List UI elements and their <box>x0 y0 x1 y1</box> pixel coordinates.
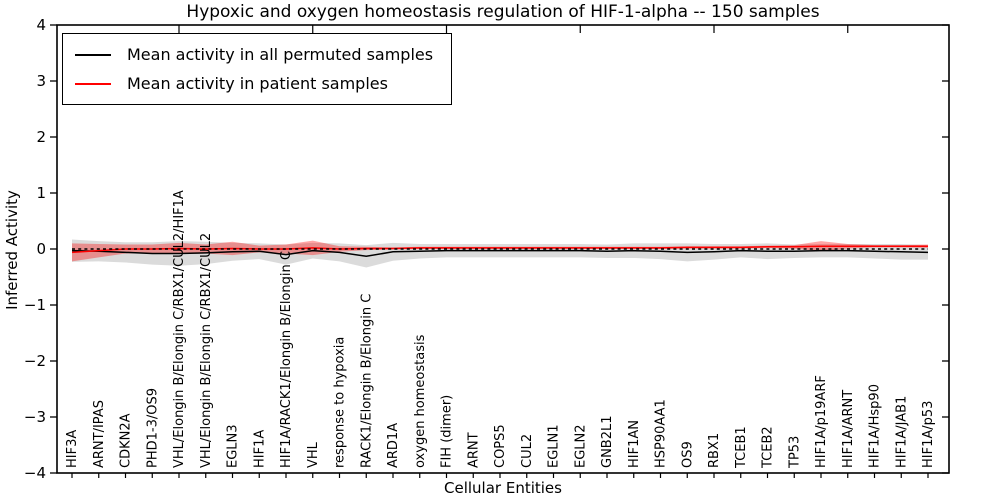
x-tick-label: HSP90AA1 <box>654 399 669 468</box>
y-tick-label: −3 <box>24 408 46 426</box>
legend-label: Mean activity in all permuted samples <box>127 45 434 64</box>
x-tick-label: HIF3A <box>65 430 80 468</box>
std-band-patient <box>72 240 928 262</box>
x-tick-label: GNB2L1 <box>600 415 615 468</box>
x-axis-label: Cellular Entities <box>444 479 562 497</box>
x-tick-label: OS9 <box>680 441 695 468</box>
x-tick-label: VHL/Elongin B/Elongin C/RBX1/CUL2/HIF1A <box>172 190 187 468</box>
x-tick-label: oxygen homeostasis <box>413 334 428 468</box>
y-tick-label: 1 <box>36 184 46 202</box>
x-tick-label: ARNT/IPAS <box>92 400 107 468</box>
x-tick-label: response to hypoxia <box>333 337 348 468</box>
x-tick-label: PHD1-3/OS9 <box>145 388 160 468</box>
x-tick-label: CUL2 <box>520 434 535 468</box>
legend-label: Mean activity in patient samples <box>127 74 388 93</box>
y-tick-label: 4 <box>36 16 46 34</box>
mean-line-permuted <box>71 249 929 258</box>
x-tick-label: EGLN2 <box>573 424 588 468</box>
chart-title: Hypoxic and oxygen homeostasis regulatio… <box>186 2 820 22</box>
x-tick-label: HIF1A/ARNT <box>841 390 856 468</box>
y-axis-label: Inferred Activity <box>3 190 21 310</box>
x-tick-label: HIF1A/JAB1 <box>894 396 909 468</box>
x-tick-label: VHL <box>306 441 321 468</box>
x-tick-label: RBX1 <box>707 433 722 468</box>
axes-frame <box>56 24 950 474</box>
x-tick-label: RACK1/Elongin B/Elongin C <box>359 294 374 468</box>
std-band-permuted <box>72 239 928 268</box>
x-tick-label: EGLN3 <box>226 424 241 468</box>
y-tick-label: 3 <box>36 72 46 90</box>
x-tick-label: CDKN2A <box>119 413 134 468</box>
legend: Mean activity in all permuted samples Me… <box>62 33 453 105</box>
y-tick-label: −1 <box>24 296 46 314</box>
x-tick-label: HIF1A/RACK1/Elongin B/Elongin C <box>279 251 294 468</box>
x-tick-label: ARNT <box>466 432 481 468</box>
x-tick-label: HIF1A/p53 <box>921 401 936 468</box>
y-tick-label: 2 <box>36 128 46 146</box>
x-tick-label: EGLN1 <box>547 424 562 468</box>
x-tick-label: HIF1AN <box>627 420 642 468</box>
y-tick-label: 0 <box>36 240 46 258</box>
x-tick-label: ARD1A <box>386 423 401 468</box>
x-tick-label: TCEB2 <box>761 426 776 469</box>
x-tick-label: COPS5 <box>493 424 508 468</box>
legend-line-sample-black <box>75 53 111 56</box>
legend-entry-permuted: Mean activity in all permuted samples <box>75 40 437 69</box>
x-tick-label: VHL/Elongin B/Elongin C/RBX1/CUL2 <box>199 233 214 468</box>
y-tick-label: −2 <box>24 352 46 370</box>
x-tick-label: FIH (dimer) <box>440 395 455 468</box>
x-tick-label: TP53 <box>787 436 802 469</box>
y-tick-label: −4 <box>24 464 46 482</box>
x-tick-label: HIF1A/Hsp90 <box>868 384 883 468</box>
legend-entry-patient: Mean activity in patient samples <box>75 69 437 98</box>
legend-line-sample-red <box>75 82 111 85</box>
x-tick-label: HIF1A/p19ARF <box>814 375 829 468</box>
x-tick-label: TCEB1 <box>734 426 749 469</box>
x-tick-label: HIF1A <box>252 430 267 468</box>
